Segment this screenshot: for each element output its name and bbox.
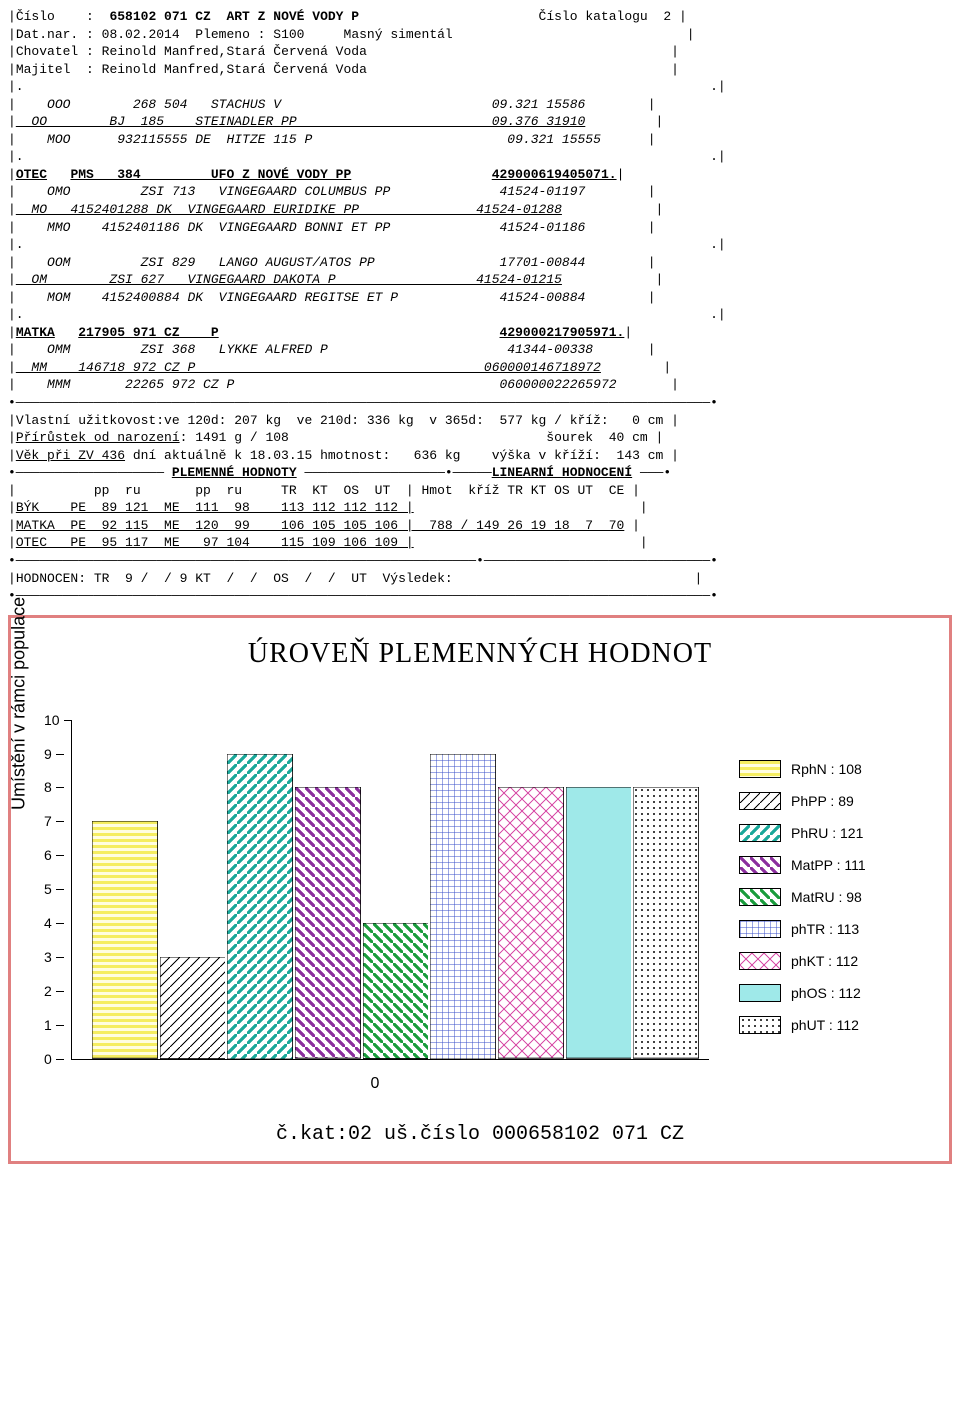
ytick: 9 xyxy=(44,746,52,762)
chart-bar xyxy=(363,923,429,1059)
chart-legend: RphN : 108 PhPP : 89 PhRU : 121 MatPP : 111… xyxy=(739,720,919,1093)
ytick: 7 xyxy=(44,813,52,829)
legend-label: phUT : 112 xyxy=(791,1017,859,1033)
legend-swatch xyxy=(739,1016,781,1034)
legend-item: phKT : 112 xyxy=(739,952,919,970)
chart-axes: 012345678910 xyxy=(71,720,709,1060)
legend-label: phKT : 112 xyxy=(791,953,858,969)
vlastni-block: |Vlastní užitkovost:ve 120d: 207 kg ve 2… xyxy=(8,412,952,465)
chart-container: ÚROVEŇ PLEMENNÝCH HODNOT Umístění v rámc… xyxy=(8,615,952,1164)
legend-item: RphN : 108 xyxy=(739,760,919,778)
legend-swatch xyxy=(739,792,781,810)
ytick: 0 xyxy=(44,1051,52,1067)
ytick: 5 xyxy=(44,881,52,897)
chart-bars xyxy=(92,720,699,1059)
legend-item: phTR : 113 xyxy=(739,920,919,938)
legend-label: PhPP : 89 xyxy=(791,793,854,809)
legend-swatch xyxy=(739,888,781,906)
report-header: |Číslo : 658102 071 CZ ART Z NOVÉ VODY P… xyxy=(8,8,952,96)
legend-label: phTR : 113 xyxy=(791,921,859,937)
legend-swatch xyxy=(739,856,781,874)
ytick: 1 xyxy=(44,1017,52,1033)
legend-label: MatRU : 98 xyxy=(791,889,862,905)
legend-label: RphN : 108 xyxy=(791,761,862,777)
chart-footer: č.kat:02 uš.číslo 000658102 071 CZ xyxy=(41,1123,919,1146)
chart-bar xyxy=(295,787,361,1058)
chart-xlabel: 0 xyxy=(41,1075,709,1093)
ytick: 10 xyxy=(44,712,60,728)
chart-bar xyxy=(227,754,293,1059)
ytick: 3 xyxy=(44,949,52,965)
chart-bar xyxy=(92,821,158,1058)
legend-swatch xyxy=(739,984,781,1002)
plemenne-table: | pp ru pp ru TR KT OS UT | Hmot kříž TR… xyxy=(8,482,952,552)
cislo-label: Číslo xyxy=(16,9,55,24)
pedigree-block: | OOO 268 504 STACHUS V 09.321 15586 | |… xyxy=(8,96,952,394)
ytick: 6 xyxy=(44,847,52,863)
chart-bar xyxy=(633,787,699,1058)
ytick: 2 xyxy=(44,983,52,999)
legend-swatch xyxy=(739,760,781,778)
legend-item: MatRU : 98 xyxy=(739,888,919,906)
legend-swatch xyxy=(739,920,781,938)
legend-label: PhRU : 121 xyxy=(791,825,863,841)
legend-item: PhRU : 121 xyxy=(739,824,919,842)
chart-ylabel: Umístění v rámci populace xyxy=(9,597,30,810)
legend-swatch xyxy=(739,824,781,842)
legend-label: phOS : 112 xyxy=(791,985,861,1001)
legend-swatch xyxy=(739,952,781,970)
legend-item: phOS : 112 xyxy=(739,984,919,1002)
chart-bar xyxy=(566,787,632,1058)
legend-item: MatPP : 111 xyxy=(739,856,919,874)
chart-bar xyxy=(498,787,564,1058)
ytick: 8 xyxy=(44,779,52,795)
chart-title: ÚROVEŇ PLEMENNÝCH HODNOT xyxy=(41,638,919,670)
legend-item: phUT : 112 xyxy=(739,1016,919,1034)
chart-bar xyxy=(430,754,496,1059)
legend-item: PhPP : 89 xyxy=(739,792,919,810)
ytick: 4 xyxy=(44,915,52,931)
chart-bar xyxy=(160,957,226,1059)
katalog-value: 2 xyxy=(663,9,671,24)
katalog-label: Číslo katalogu xyxy=(539,9,648,24)
legend-label: MatPP : 111 xyxy=(791,857,866,873)
cislo-value: 658102 071 CZ ART Z NOVÉ VODY P xyxy=(109,9,359,24)
